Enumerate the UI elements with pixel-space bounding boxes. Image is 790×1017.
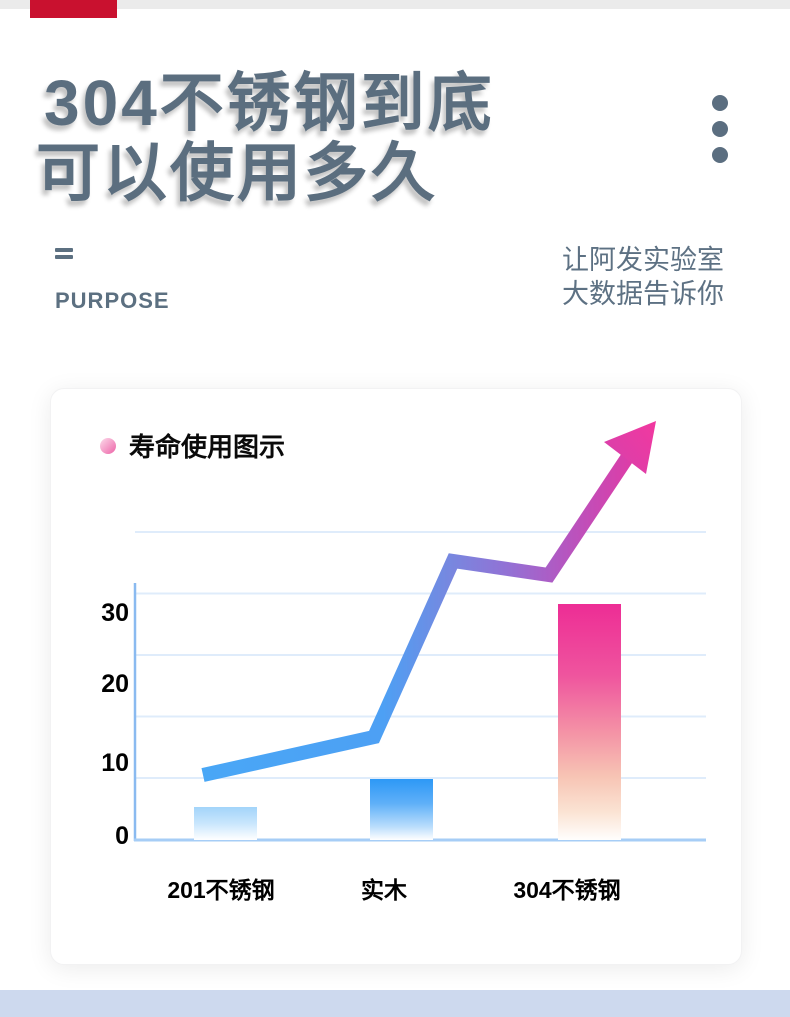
page-title: 304不锈钢到底 可以使用多久 xyxy=(36,68,495,208)
chart-card: 寿命使用图示 xyxy=(50,388,742,965)
bottom-section-bar xyxy=(0,990,790,1017)
red-tag xyxy=(30,0,117,18)
ytick-20: 20 xyxy=(101,670,129,698)
trend-line xyxy=(201,451,635,782)
bar-304-stainless xyxy=(558,604,621,840)
top-section-divider xyxy=(0,0,790,9)
page-title-line2: 可以使用多久 xyxy=(36,137,438,209)
equals-icon xyxy=(55,248,73,262)
ytick-0: 0 xyxy=(115,822,129,850)
bar-201-stainless xyxy=(194,807,257,840)
dot-icon xyxy=(712,95,728,111)
purpose-label: PURPOSE xyxy=(55,288,170,313)
xlabel-solid-wood: 实木 xyxy=(361,877,407,903)
xlabel-201-stainless: 201不锈钢 xyxy=(167,877,275,903)
subtitle-line2: 大数据告诉你 xyxy=(562,279,724,309)
xlabel-304-stainless: 304不锈钢 xyxy=(513,877,621,903)
dot-icon xyxy=(712,121,728,137)
lifespan-chart xyxy=(133,421,706,842)
subtitle-text: 让阿发实验室 大数据告诉你 xyxy=(562,243,724,311)
subtitle-line1: 让阿发实验室 xyxy=(562,245,724,275)
trend-arrowhead-icon xyxy=(604,421,656,474)
dot-icon xyxy=(712,147,728,163)
menu-dots-icon xyxy=(712,95,728,173)
legend-dot-icon xyxy=(100,437,116,454)
chart-legend: 寿命使用图示 xyxy=(100,427,285,464)
ytick-10: 10 xyxy=(101,749,129,777)
legend-label: 寿命使用图示 xyxy=(129,432,286,462)
ytick-30: 30 xyxy=(101,599,129,627)
bar-solid-wood xyxy=(370,779,433,840)
page-title-line1: 304不锈钢到底 xyxy=(44,67,495,139)
